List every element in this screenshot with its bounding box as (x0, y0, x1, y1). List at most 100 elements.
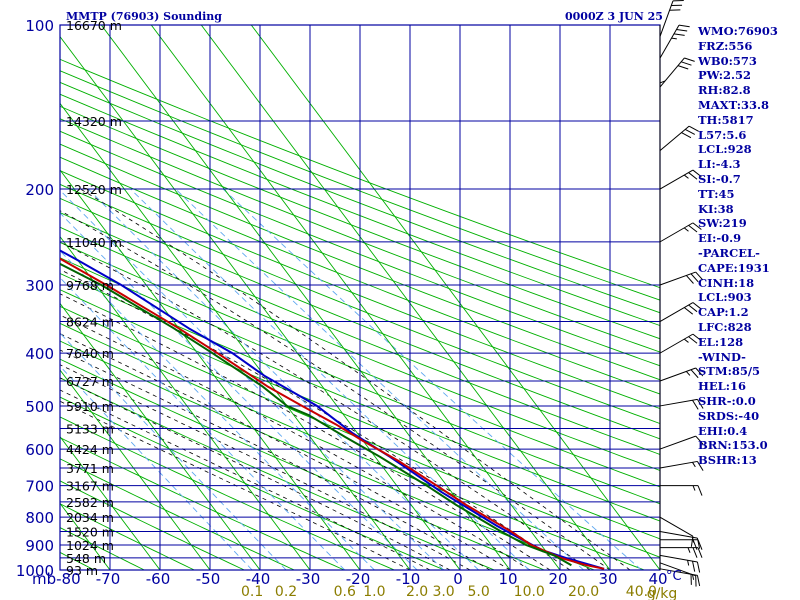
temperature-tick-label: -50 (196, 570, 221, 588)
mb-axis-label: mb-80 (32, 570, 81, 588)
barb-shaft (659, 271, 696, 286)
dry-adiabat (60, 93, 660, 327)
barb-shaft (659, 562, 696, 577)
barb-shaft (659, 333, 694, 354)
index-line: TH:5817 (698, 112, 754, 127)
barb-flag (696, 575, 701, 587)
temperature-tick-label: -30 (296, 570, 321, 588)
barb-flag (688, 172, 698, 180)
mixing-ratio-label: 0.1 (241, 584, 263, 600)
wind-barb (659, 554, 701, 573)
index-line: LI:-4.3 (698, 157, 741, 172)
index-line: EHI:0.4 (698, 423, 748, 438)
index-line: LCL:928 (698, 142, 752, 157)
indices-panel: WMO:76903 FRZ:556 WB0:573 PW:2.52 RH:82.8 MAX… (698, 24, 800, 468)
height-label: 8624 m (66, 315, 114, 330)
height-label: 7640 m (66, 346, 114, 361)
pressure-tick-label: 100 (25, 17, 54, 35)
barb-shaft (659, 398, 698, 407)
dry-adiabat (60, 226, 660, 471)
barb-flag (684, 57, 695, 62)
dry-adiabat (60, 118, 660, 353)
height-label: 11040 m (66, 235, 122, 250)
height-label: 3167 m (66, 479, 114, 494)
barb-flag (692, 333, 702, 342)
barb-half (685, 371, 691, 376)
height-label: 1520 m (66, 525, 114, 540)
barb-flag (692, 222, 702, 230)
temperature-tick-label: 0 (453, 570, 463, 588)
index-line: WMO:76903 (698, 24, 778, 38)
barb-half (687, 560, 690, 566)
dry-adiabat (60, 480, 246, 570)
dry-adiabat (60, 130, 660, 367)
barb-flag (683, 307, 694, 315)
height-label: 1024 m (66, 538, 114, 553)
pressure-tick-label: 400 (25, 345, 54, 363)
barb-half (671, 37, 677, 40)
skewed-isotherm (60, 102, 411, 570)
dry-adiabat (60, 70, 660, 301)
height-label: 3771 m (66, 461, 114, 476)
barb-flag (681, 132, 692, 139)
barb-flag (697, 539, 703, 550)
dry-adiabat (60, 503, 196, 570)
height-label: 12520 m (66, 182, 122, 197)
wind-barb (659, 333, 702, 354)
moist-adiabat (60, 377, 451, 570)
barb-shaft (659, 367, 696, 382)
temperature-tick-label: 40 (648, 570, 667, 588)
barb-shaft (659, 125, 690, 151)
height-label: 5910 m (66, 399, 114, 414)
index-line: CAP:1.2 (698, 305, 749, 320)
barb-flag (690, 369, 699, 379)
wind-barb (659, 80, 666, 121)
index-line: STM:85/5 (698, 364, 761, 379)
barb-shaft (659, 24, 680, 59)
barb-half (692, 462, 696, 468)
height-label: 5133 m (66, 421, 114, 436)
dry-adiabat (60, 156, 660, 395)
mixing-ratio-line (175, 188, 584, 570)
wind-barb (659, 460, 704, 471)
wind-barb (659, 222, 702, 243)
mixing-ratio-label: 0.6 (334, 584, 356, 600)
skewed-isotherm (60, 435, 161, 570)
temperature-tick-label: -10 (396, 570, 421, 588)
mixing-ratio-label: 2.0 (406, 584, 428, 600)
dry-adiabat (60, 58, 660, 289)
skewed-isotherm (200, 25, 611, 570)
index-line: -PARCEL- (698, 245, 760, 260)
dry-adiabat (60, 340, 596, 570)
pressure-tick-label: 600 (25, 441, 54, 459)
index-line: FRZ:556 (698, 38, 753, 53)
mixing-ratio-label: 1.0 (363, 584, 385, 600)
height-label: 4424 m (66, 442, 114, 457)
index-line: WB0:573 (698, 53, 757, 68)
dry-adiabat (60, 257, 660, 505)
index-line: HEL:16 (698, 379, 746, 394)
pressure-tick-label: 200 (25, 181, 54, 199)
temperature-tick-label: 20 (548, 570, 567, 588)
moist-adiabat (80, 188, 631, 570)
barb-flag (697, 485, 703, 496)
temperature-tick-label: 10 (498, 570, 517, 588)
barb-flag (696, 538, 701, 549)
series-line-2 (60, 262, 572, 567)
mixing-ratio-unit-label: g/kg (647, 586, 678, 600)
wind-barb (659, 302, 702, 322)
barb-flag (692, 399, 699, 410)
height-label: 14320 m (66, 114, 122, 129)
mixing-ratio-label: 0.2 (275, 584, 297, 600)
skewed-isotherm (0, 13, 19, 582)
index-line: MAXT:33.8 (698, 97, 769, 112)
wind-barb (659, 516, 694, 547)
dry-adiabat (60, 170, 660, 410)
pressure-tick-label: 1000 (16, 562, 54, 580)
dry-adiabat (60, 322, 646, 570)
mixing-ratio-line (222, 188, 642, 570)
height-label: 2034 m (66, 510, 114, 525)
index-line: BSHR:13 (698, 453, 757, 468)
index-line: LCL:903 (698, 290, 752, 305)
barb-shaft (659, 169, 694, 190)
